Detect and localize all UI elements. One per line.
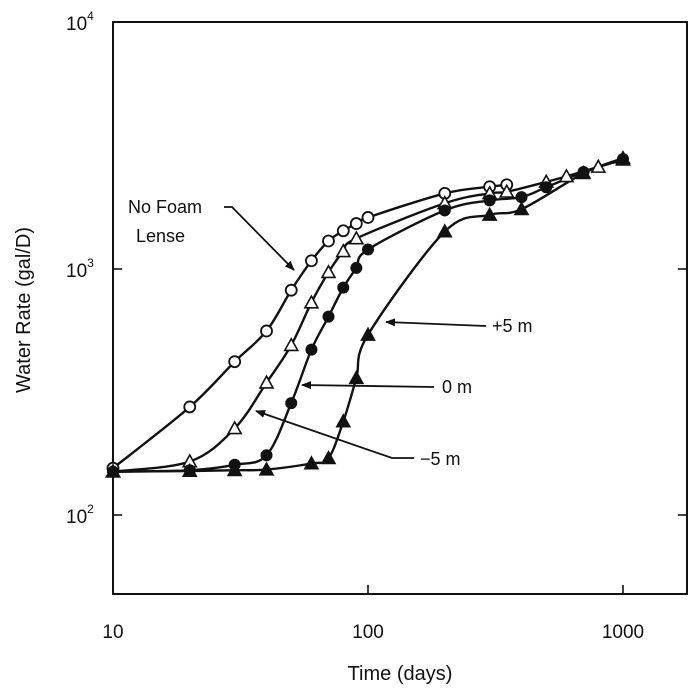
data-point-5-m [558, 168, 575, 183]
data-point-5-m [348, 230, 365, 245]
annotation-minus5-arrow [255, 410, 414, 459]
data-point-5-m [226, 462, 243, 477]
series-line-5-m [112, 158, 624, 473]
data-point-5-m [226, 420, 243, 435]
data-point-0-m [305, 343, 318, 356]
data-point-5-m [513, 201, 530, 216]
x-tick-label-1000: 1000 [602, 622, 644, 643]
data-point-no-foam-lense [284, 283, 298, 297]
data-point-no-foam-lense [305, 254, 318, 268]
data-point-no-foam-lense [336, 224, 350, 238]
annotation-no-foam-line2: Lense [136, 226, 185, 246]
data-point-0-m [322, 310, 335, 323]
annotation-zero: 0 m [442, 377, 472, 397]
y-axis-title: Water Rate (gal/D) [13, 227, 35, 393]
data-point-5-m [283, 337, 300, 352]
data-point-5-m [303, 294, 320, 309]
plot-frame [112, 21, 688, 595]
data-point-0-m [285, 397, 298, 410]
data-point-5-m [575, 165, 592, 180]
annotation-plus5: +5 m [492, 316, 533, 336]
data-point-5-m [436, 223, 453, 238]
data-point-no-foam-lense [361, 211, 375, 224]
data-point-5-m [181, 462, 198, 477]
data-point-no-foam-lense [260, 324, 273, 338]
data-point-no-foam-lense [228, 355, 242, 369]
data-point-0-m [362, 243, 374, 256]
annotation-zero-arrow [301, 381, 435, 390]
data-point-no-foam-lense [322, 234, 335, 248]
axis-ticks [112, 268, 687, 594]
data-point-5-m [105, 463, 121, 478]
data-point-5-m [258, 374, 275, 389]
data-point-5-m [615, 150, 631, 165]
data-point-5-m [348, 370, 365, 385]
x-axis-title: Time (days) [348, 663, 453, 685]
data-point-0-m [260, 449, 273, 462]
y-tick-label-1000: 103 [66, 256, 94, 282]
annotation-minus5: −5 m [420, 449, 461, 469]
series-line-0-m [112, 157, 624, 473]
x-tick-label-10: 10 [102, 622, 123, 643]
data-point-0-m [483, 194, 496, 207]
data-point-0-m [540, 181, 553, 194]
annotation-plus5-arrow [385, 318, 487, 327]
series-markers [105, 150, 631, 478]
data-point-no-foam-lense [349, 217, 363, 230]
data-point-5-m [303, 455, 320, 470]
data-point-5-m [360, 326, 376, 341]
data-point-0-m [337, 281, 350, 294]
data-point-0-m [350, 261, 363, 274]
data-point-5-m [320, 450, 337, 465]
data-point-5-m [335, 413, 352, 428]
x-tick-label-100: 100 [352, 622, 384, 643]
y-tick-label-10000: 104 [66, 9, 94, 35]
data-point-5-m [481, 206, 498, 221]
data-point-5-m [498, 183, 515, 198]
data-point-0-m [515, 191, 528, 204]
data-point-5-m [320, 264, 337, 279]
data-point-5-m [258, 461, 275, 476]
annotation-no-foam-line1: No Foam [128, 197, 202, 217]
data-point-no-foam-lense [183, 400, 197, 414]
data-point-5-m [590, 158, 607, 173]
data-point-0-m [438, 204, 451, 217]
y-tick-label-100: 102 [66, 502, 94, 528]
annotation-no-foam-arrow [224, 206, 295, 271]
data-point-5-m [335, 243, 352, 258]
